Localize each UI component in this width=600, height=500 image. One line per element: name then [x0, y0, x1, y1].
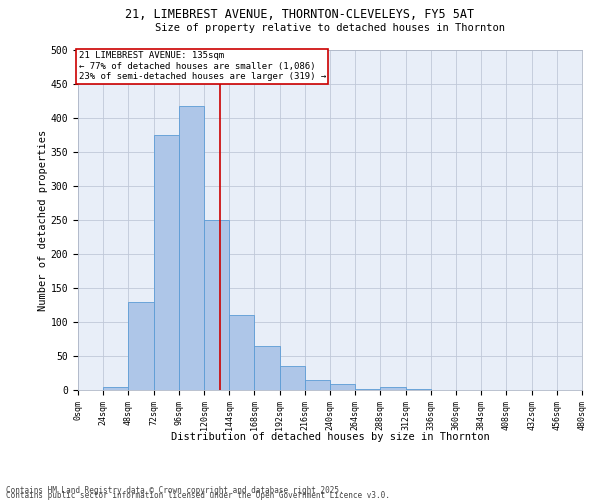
- Bar: [305, 380, 330, 390]
- Bar: [229, 315, 254, 390]
- X-axis label: Distribution of detached houses by size in Thornton: Distribution of detached houses by size …: [170, 432, 490, 442]
- Bar: [355, 388, 380, 390]
- Bar: [330, 384, 355, 390]
- Y-axis label: Number of detached properties: Number of detached properties: [38, 130, 48, 310]
- Text: 21, LIMEBREST AVENUE, THORNTON-CLEVELEYS, FY5 5AT: 21, LIMEBREST AVENUE, THORNTON-CLEVELEYS…: [125, 8, 475, 20]
- Bar: [204, 220, 229, 390]
- Bar: [254, 346, 280, 390]
- Bar: [179, 106, 204, 390]
- Text: Contains public sector information licensed under the Open Government Licence v3: Contains public sector information licen…: [6, 491, 390, 500]
- Bar: [380, 386, 406, 390]
- Bar: [103, 388, 128, 390]
- Text: Contains HM Land Registry data © Crown copyright and database right 2025.: Contains HM Land Registry data © Crown c…: [6, 486, 344, 495]
- Bar: [154, 135, 179, 390]
- Title: Size of property relative to detached houses in Thornton: Size of property relative to detached ho…: [155, 22, 505, 32]
- Bar: [280, 366, 305, 390]
- Bar: [128, 302, 154, 390]
- Text: 21 LIMEBREST AVENUE: 135sqm
← 77% of detached houses are smaller (1,086)
23% of : 21 LIMEBREST AVENUE: 135sqm ← 77% of det…: [79, 52, 326, 81]
